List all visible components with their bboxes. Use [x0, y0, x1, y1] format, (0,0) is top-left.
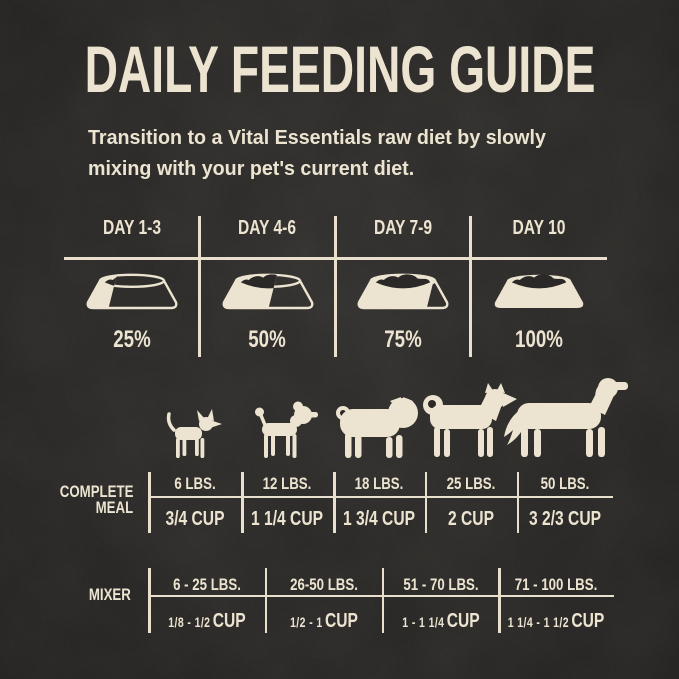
chihuahua-icon — [166, 409, 222, 458]
percent-label-2: 50% — [248, 326, 286, 353]
percent-label-1: 25% — [113, 326, 151, 353]
mixer-amount-range: 1/2 - 1 — [289, 615, 323, 630]
transition-divider-3 — [469, 216, 472, 357]
subtitle: Transition to a Vital Essentials raw die… — [88, 122, 546, 184]
mixer-amount-range: 1 1/4 - 1 1/2 — [507, 615, 569, 630]
transition-divider-2 — [334, 216, 337, 357]
meal-amount-5: 3 2/3 CUP — [528, 508, 601, 530]
mixer-weight-3: 51 - 70 LBS. — [402, 574, 479, 594]
percent-label-3: 75% — [384, 326, 422, 353]
mixer-weight-2: 26-50 LBS. — [289, 574, 358, 594]
day-label-2: DAY 4-6 — [237, 217, 297, 239]
bowl-75-icon — [357, 273, 449, 310]
meal-divider-0 — [148, 472, 151, 533]
page-title: DAILY FEEDING GUIDE — [84, 32, 595, 106]
meal-amount-4: 2 CUP — [447, 508, 494, 530]
day-label-1: DAY 1-3 — [102, 217, 162, 239]
day-label-3: DAY 7-9 — [373, 217, 433, 239]
meal-weight-2: 12 LBS. — [262, 474, 312, 493]
mixer-amount-3: 1 - 1 1/4 CUP — [402, 611, 479, 633]
complete-meal-label-line2: MEAL — [95, 498, 133, 517]
bowl-25-icon — [86, 273, 178, 310]
mixer-amount-range: 1/8 - 1/2 — [167, 615, 210, 630]
mixer-amount-unit: CUP — [324, 610, 358, 632]
mixer-amount-2: 1/2 - 1 CUP — [290, 611, 358, 633]
meal-horizontal-rule — [148, 495, 613, 498]
meal-divider-2 — [333, 472, 336, 533]
meal-amount-3: 1 3/4 CUP — [342, 508, 415, 530]
mixer-divider-0 — [148, 568, 151, 633]
meal-weight-5: 50 LBS. — [540, 474, 589, 493]
meal-weight-4: 25 LBS. — [446, 474, 495, 493]
bowl-100-icon — [494, 274, 584, 308]
day-label-4: DAY 10 — [512, 217, 566, 239]
meal-amount-1: 3/4 CUP — [165, 508, 225, 530]
subtitle-line-1: Transition to a Vital Essentials raw die… — [88, 126, 546, 149]
meal-divider-1 — [241, 472, 244, 533]
meal-weight-1: 6 LBS. — [174, 474, 216, 493]
mixer-label: MIXER — [89, 585, 131, 604]
mixer-amount-unit: CUP — [212, 610, 246, 632]
retriever-icon — [504, 378, 628, 457]
mixer-amount-unit: CUP — [446, 610, 480, 632]
mixer-weight-1: 6 - 25 LBS. — [172, 574, 241, 594]
meal-divider-4 — [516, 472, 519, 533]
complete-meal-label-line1: COMPLETE — [59, 481, 133, 501]
bowl-50-icon — [222, 273, 314, 310]
mixer-amount-unit: CUP — [570, 610, 604, 632]
mixer-weight-4: 71 - 100 LBS. — [514, 574, 597, 594]
pug-icon — [336, 397, 418, 458]
mixer-amount-4: 1 1/4 - 1 1/2 CUP — [507, 611, 604, 633]
percent-label-4: 100% — [515, 326, 563, 353]
transition-divider-1 — [198, 216, 201, 357]
mixer-amount-range: 1 - 1 1/4 — [401, 615, 444, 630]
subtitle-line-2: mixing with your pet's current diet. — [88, 157, 415, 180]
poodle-icon — [255, 401, 318, 458]
mixer-divider-1 — [264, 568, 267, 633]
meal-amount-2: 1 1/4 CUP — [251, 508, 323, 530]
mixer-amount-1: 1/8 - 1/2 CUP — [168, 611, 245, 633]
meal-weight-3: 18 LBS. — [354, 474, 403, 493]
mixer-divider-3 — [498, 568, 501, 633]
mixer-divider-2 — [381, 568, 384, 633]
meal-divider-3 — [424, 472, 427, 533]
